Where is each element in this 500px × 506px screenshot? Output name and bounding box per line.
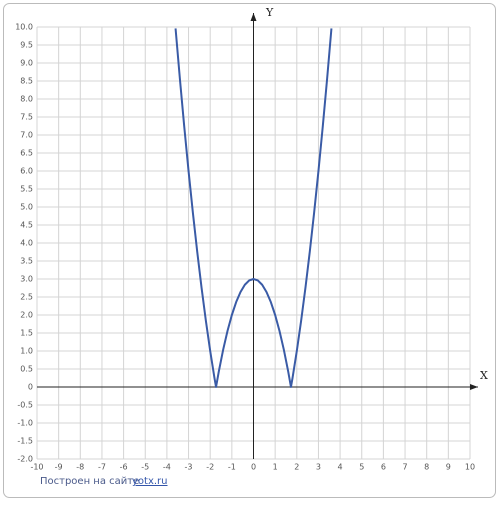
x-tick-label: -3 <box>185 463 193 472</box>
y-tick-label: 0 <box>28 383 33 392</box>
y-tick-label: 5.5 <box>20 185 33 194</box>
y-tick-label: 10.0 <box>15 23 33 32</box>
x-tick-label: 2 <box>294 463 299 472</box>
footer-text: Построен на сайте <box>40 476 139 487</box>
frame <box>3 3 496 498</box>
y-tick-label: 6.5 <box>20 149 33 158</box>
x-tick-label: -2 <box>206 463 214 472</box>
footer-link[interactable]: yotx.ru <box>132 476 168 487</box>
y-axis-arrow <box>250 13 257 21</box>
y-tick-label: 2.0 <box>20 311 33 320</box>
y-tick-label: 0.5 <box>20 365 33 374</box>
y-tick-label: 4.5 <box>20 221 33 230</box>
y-tick-label: 9.5 <box>20 41 33 50</box>
x-tick-label: -7 <box>98 463 106 472</box>
x-tick-label: 6 <box>381 463 386 472</box>
y-tick-label: 2.5 <box>20 293 33 302</box>
x-tick-label: 4 <box>338 463 343 472</box>
x-tick-label: -9 <box>55 463 63 472</box>
x-tick-label: 0 <box>251 463 256 472</box>
y-tick-label: 8.5 <box>20 77 33 86</box>
y-tick-label: 3.0 <box>20 275 33 284</box>
y-tick-label: 7.5 <box>20 113 33 122</box>
y-tick-label: 1.5 <box>20 329 33 338</box>
y-tick-label: -1.0 <box>17 419 33 428</box>
x-tick-label: 7 <box>403 463 408 472</box>
x-tick-label: 8 <box>424 463 429 472</box>
x-tick-label: -10 <box>30 463 43 472</box>
x-tick-label: 3 <box>316 463 321 472</box>
x-tick-label: 5 <box>359 463 364 472</box>
curve <box>174 28 333 388</box>
x-tick-label: 10 <box>465 463 475 472</box>
x-tick-label: -1 <box>228 463 236 472</box>
y-axis-label: Y <box>265 6 274 19</box>
x-axis-label: X <box>480 369 488 382</box>
y-tick-label: 7.0 <box>20 131 33 140</box>
y-tick-label: 3.5 <box>20 257 33 266</box>
y-tick-label: 8.0 <box>20 95 33 104</box>
y-tick-label: -1.5 <box>17 437 33 446</box>
y-tick-label: 4.0 <box>20 239 33 248</box>
x-tick-label: 9 <box>446 463 451 472</box>
x-tick-label: 1 <box>273 463 278 472</box>
y-tick-label: 9.0 <box>20 59 33 68</box>
x-tick-label: -6 <box>120 463 128 472</box>
y-tick-label: -2.0 <box>17 455 33 464</box>
y-tick-label: 6.0 <box>20 167 33 176</box>
y-tick-label: 1.0 <box>20 347 33 356</box>
y-tick-label: -0.5 <box>17 401 33 410</box>
x-tick-label: -4 <box>163 463 171 472</box>
x-axis-arrow <box>470 384 478 390</box>
x-tick-label: -8 <box>76 463 84 472</box>
y-tick-label: 5.0 <box>20 203 33 212</box>
x-tick-label: -5 <box>141 463 149 472</box>
